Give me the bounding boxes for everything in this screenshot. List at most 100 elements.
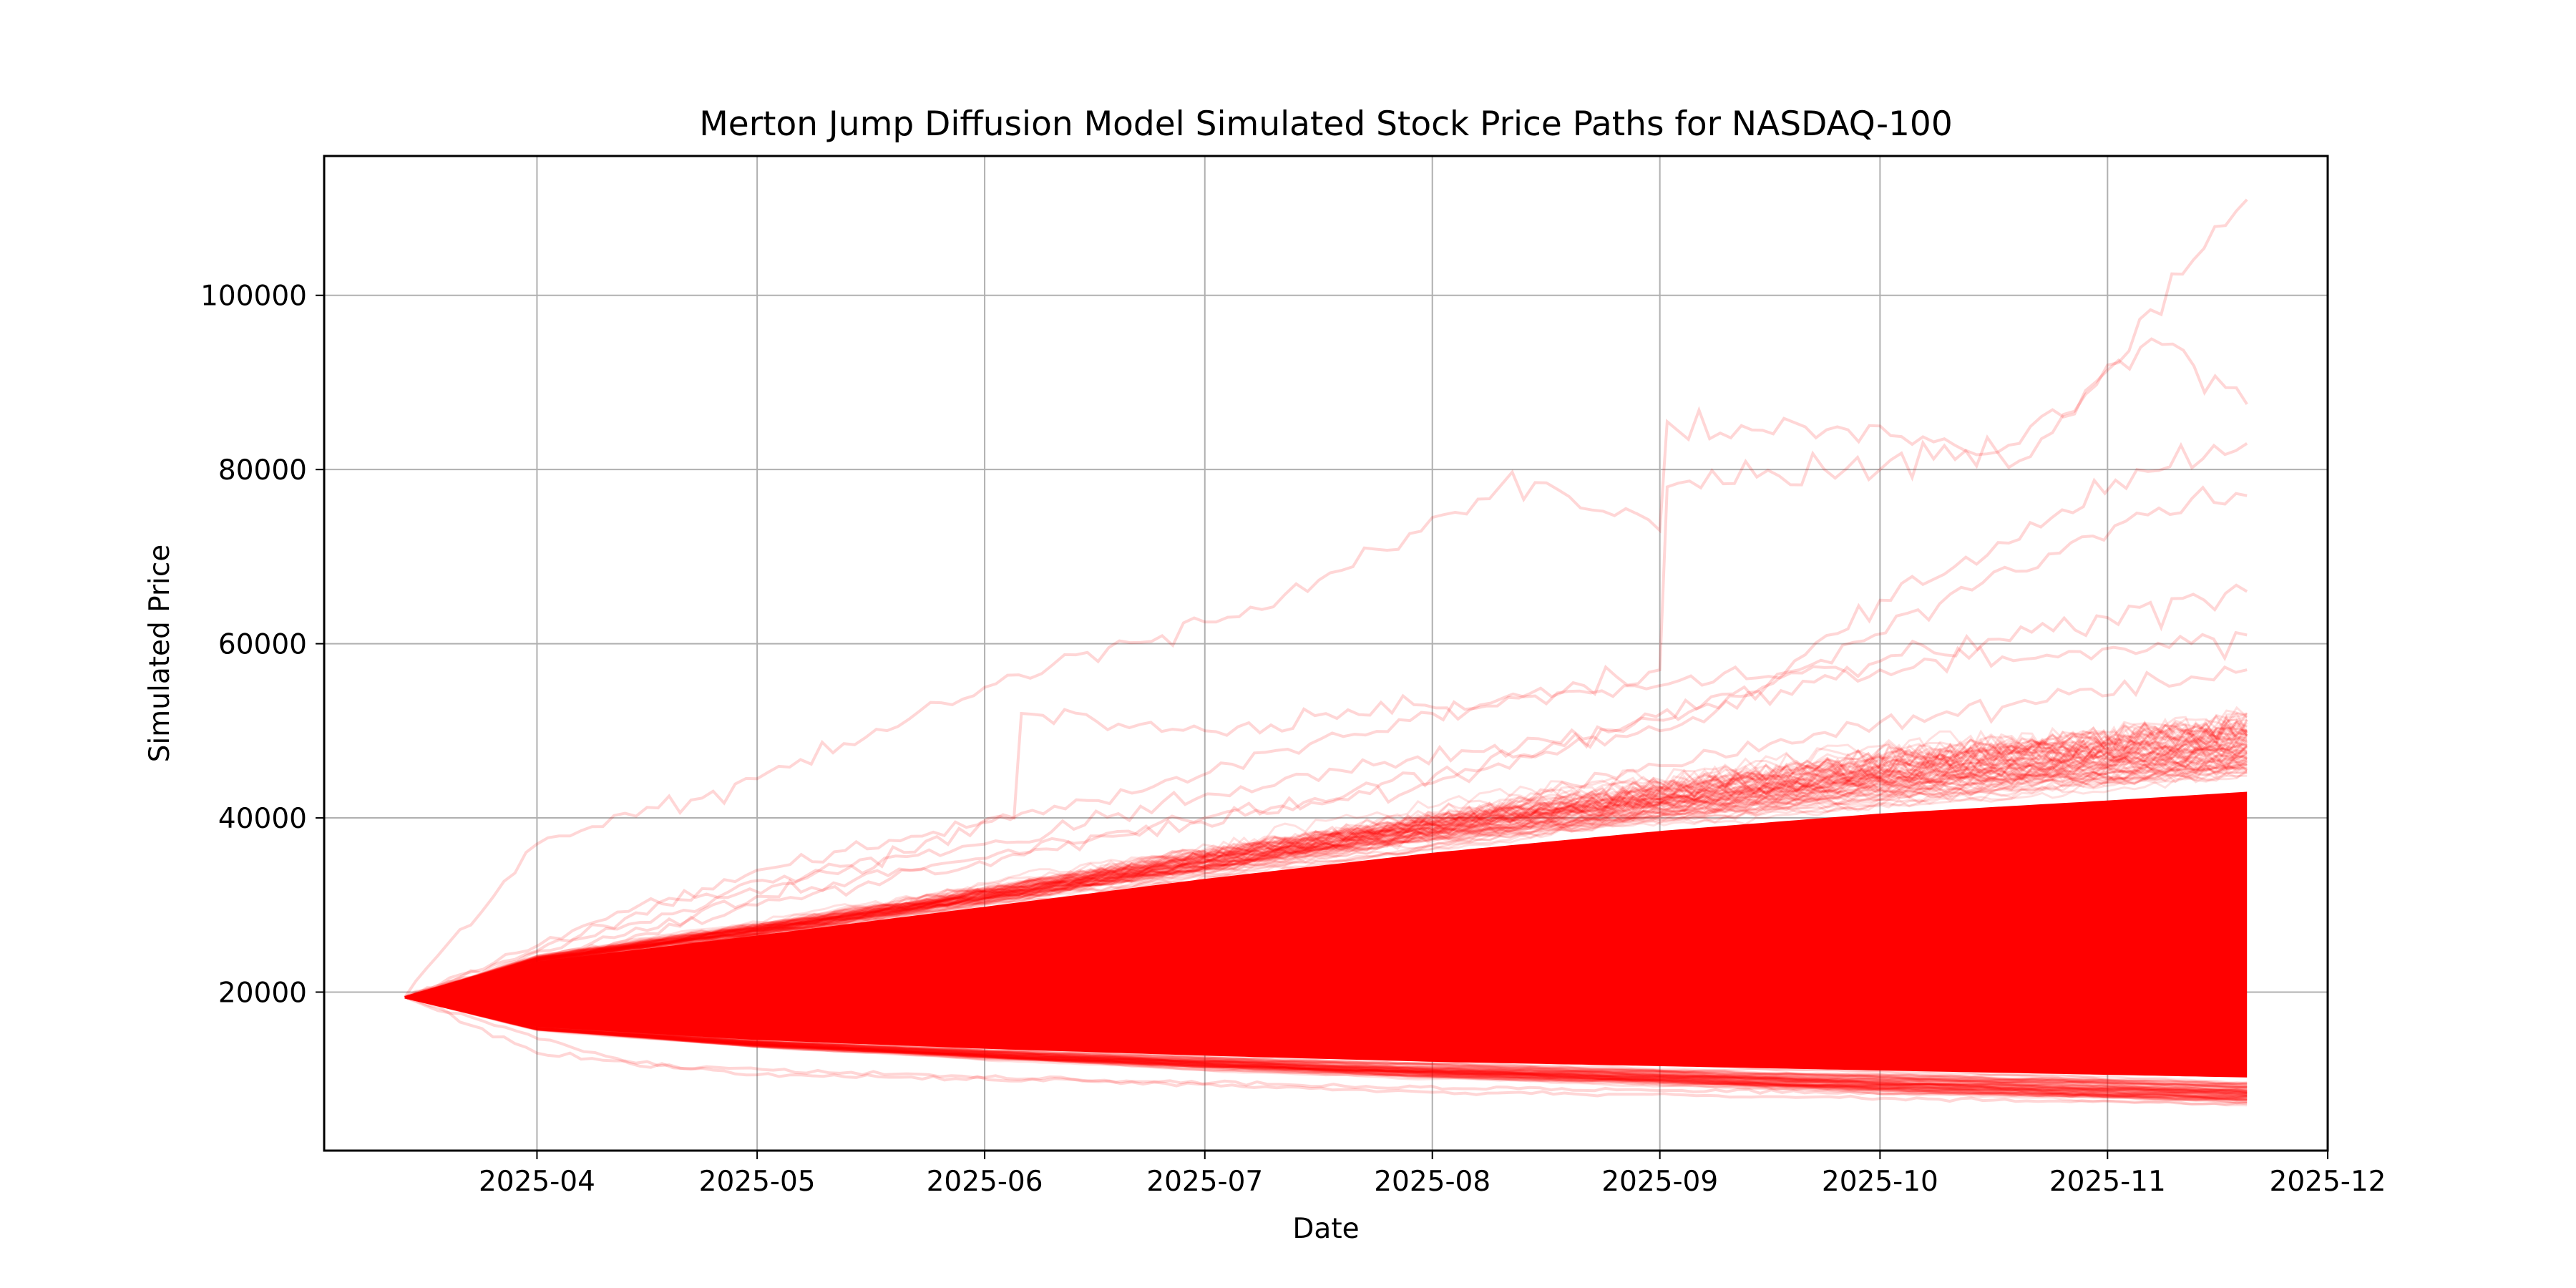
simulated-path <box>404 728 2248 999</box>
simulated-path <box>404 996 2248 1101</box>
simulated-path <box>404 734 2248 999</box>
simulated-path <box>404 712 2248 999</box>
simulated-path <box>404 996 2248 1087</box>
x-tick-label: 2025-12 <box>2270 1166 2386 1198</box>
simulated-path <box>404 485 2248 999</box>
simulated-path <box>404 996 2248 1100</box>
simulated-path <box>404 996 2248 1103</box>
simulated-path <box>404 756 2248 999</box>
simulated-path <box>404 751 2248 999</box>
x-tick-label: 2025-04 <box>479 1166 595 1198</box>
simulated-path <box>404 665 2248 999</box>
simulated-path <box>404 996 2248 1088</box>
simulated-path <box>404 768 2248 999</box>
simulated-path <box>404 721 2248 999</box>
simulated-path <box>404 198 2248 998</box>
simulated-path <box>404 996 2248 1093</box>
simulated-path <box>404 714 2248 999</box>
simulated-path <box>404 996 2248 1096</box>
simulated-path <box>404 996 2248 1091</box>
simulated-path <box>404 996 2248 1098</box>
simulated-path <box>404 722 2248 999</box>
simulated-path <box>404 760 2248 999</box>
simulated-path <box>404 719 2248 999</box>
simulated-path <box>404 996 2248 1101</box>
simulated-path <box>404 996 2248 1094</box>
simulated-path <box>404 996 2248 1098</box>
simulated-path <box>404 996 2248 1096</box>
simulated-path <box>404 996 2248 1105</box>
simulated-path <box>404 743 2248 999</box>
simulated-path <box>404 758 2248 999</box>
simulated-path <box>404 766 2248 999</box>
x-tick-label: 2025-07 <box>1146 1166 1263 1198</box>
x-axis-ticks: 2025-04 2025-05 2025-06 2025-07 2025-08 2025-… <box>479 1151 2386 1198</box>
simulated-path <box>404 725 2248 999</box>
simulated-path <box>404 759 2248 999</box>
simulated-path <box>404 766 2248 999</box>
simulated-path <box>404 727 2248 999</box>
simulated-path <box>404 996 2248 1093</box>
simulated-path <box>404 996 2248 1095</box>
y-tick-label: 60000 <box>218 629 307 661</box>
simulated-path <box>404 731 2248 999</box>
simulated-path <box>404 769 2248 999</box>
simulated-path <box>404 746 2248 999</box>
simulated-path <box>404 761 2248 999</box>
simulated-path <box>404 996 2248 1094</box>
simulated-path <box>404 732 2248 999</box>
y-tick-label: 80000 <box>218 454 307 487</box>
simulated-path <box>404 996 2248 1094</box>
simulated-path <box>404 749 2248 999</box>
simulated-path <box>404 996 2248 1090</box>
simulated-path <box>404 996 2248 1100</box>
simulated-path <box>404 774 2248 999</box>
simulated-path <box>404 996 2248 1094</box>
simulated-path <box>404 745 2248 999</box>
simulated-path <box>404 996 2248 1096</box>
simulated-path <box>404 996 2248 1096</box>
simulated-path <box>404 738 2248 999</box>
x-tick-label: 2025-05 <box>699 1166 816 1198</box>
simulated-path <box>404 749 2248 999</box>
paths-density-band <box>404 706 2248 1107</box>
simulated-path <box>404 996 2248 1093</box>
simulated-path <box>404 996 2248 1090</box>
y-axis-ticks: 20000 40000 60000 80000 100000 <box>200 280 324 1009</box>
y-tick-label: 20000 <box>218 977 307 1009</box>
simulated-path <box>404 996 2248 1107</box>
simulated-path <box>404 996 2248 1100</box>
plot-frame <box>323 155 2329 1152</box>
simulated-path <box>404 996 2248 1085</box>
simulated-path <box>404 996 2248 1087</box>
y-axis-label: Simulated Price <box>144 545 176 763</box>
x-axis-label: Date <box>1292 1213 1359 1245</box>
simulated-path <box>404 996 2248 1100</box>
simulated-path <box>404 996 2248 1096</box>
simulated-path <box>404 748 2248 999</box>
simulated-path <box>404 721 2248 999</box>
simulated-path <box>404 996 2248 1089</box>
simulated-path <box>404 996 2248 1089</box>
simulated-path <box>404 996 2248 1095</box>
x-tick-label: 2025-08 <box>1374 1166 1491 1198</box>
simulated-path <box>404 996 2248 1094</box>
simulated-path <box>404 758 2248 999</box>
simulated-path <box>404 720 2248 999</box>
simulated-path <box>404 996 2248 1102</box>
simulated-path <box>404 728 2248 999</box>
simulated-path <box>404 727 2248 999</box>
simulated-path <box>404 746 2248 999</box>
simulated-path <box>404 996 2248 1092</box>
simulated-path <box>404 757 2248 999</box>
simulated-path <box>404 583 2248 999</box>
simulated-path <box>404 996 2248 1098</box>
simulated-path <box>404 996 2248 1095</box>
simulated-path <box>404 996 2248 1101</box>
simulated-path <box>404 996 2248 1085</box>
simulated-path <box>404 718 2248 999</box>
simulated-path <box>404 996 2248 1098</box>
simulated-path <box>404 737 2248 999</box>
simulated-path <box>404 996 2248 1093</box>
